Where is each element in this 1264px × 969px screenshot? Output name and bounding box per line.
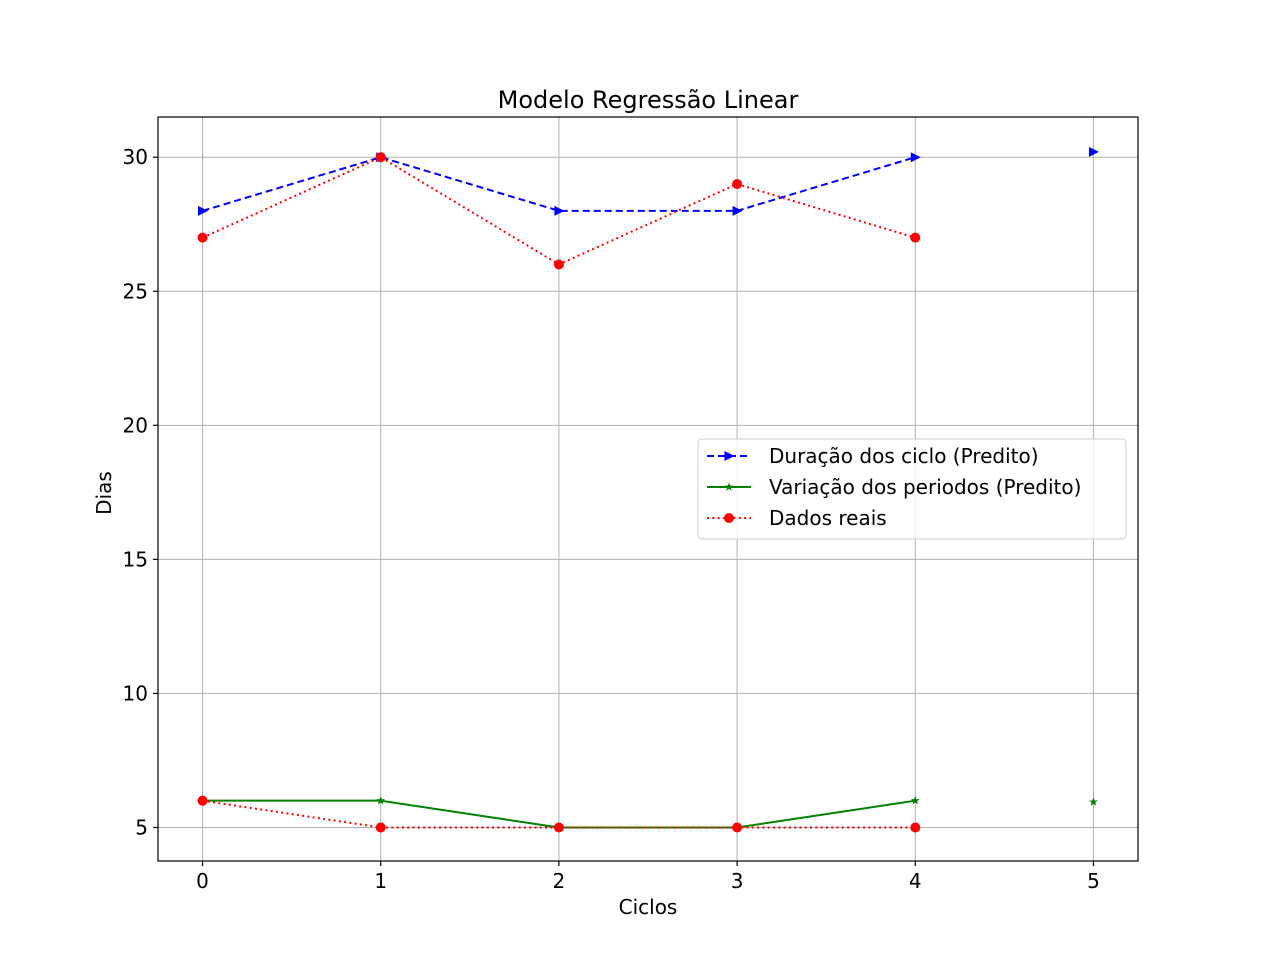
y-tick-label: 20	[123, 413, 148, 437]
y-tick-label: 10	[123, 681, 148, 705]
data-point	[1089, 797, 1098, 806]
legend: Duração dos ciclo (Predito) Variação dos …	[697, 438, 1127, 540]
data-point	[375, 152, 386, 163]
legend-label: Variação dos periodos (Predito)	[769, 475, 1081, 499]
data-point	[1088, 146, 1099, 157]
data-point	[553, 259, 564, 270]
data-point	[910, 822, 921, 833]
data-point	[732, 179, 743, 190]
legend-label: Duração dos ciclo (Predito)	[769, 444, 1039, 468]
data-point	[910, 232, 921, 243]
x-axis-ticks: 0 1 2 3 4 5	[196, 861, 1100, 893]
x-tick-label: 5	[1087, 869, 1100, 893]
data-point	[910, 796, 920, 805]
data-point	[197, 795, 208, 806]
y-tick-label: 15	[123, 547, 148, 571]
y-tick-label: 25	[123, 279, 148, 303]
plot-area-frame	[157, 116, 1139, 862]
legend-label: Dados reais	[769, 506, 887, 530]
x-tick-label: 3	[731, 869, 744, 893]
y-axis-ticks: 5 10 15 20 25 30	[123, 145, 158, 839]
y-tick-label: 5	[135, 815, 148, 839]
data-point	[198, 205, 209, 216]
data-point	[910, 152, 921, 163]
series-markers	[197, 146, 1099, 833]
data-point	[553, 822, 564, 833]
legend-box	[697, 438, 1127, 540]
legend-swatch-marker	[724, 513, 734, 523]
grid-lines	[158, 117, 1138, 861]
x-tick-label: 4	[909, 869, 922, 893]
data-point	[376, 796, 386, 805]
x-axis-label: Ciclos	[619, 895, 678, 919]
data-point	[554, 205, 565, 216]
data-point	[197, 232, 208, 243]
x-tick-label: 1	[374, 869, 387, 893]
chart-title: Modelo Regressão Linear	[498, 86, 799, 114]
data-point	[732, 205, 743, 216]
legend-swatch-marker	[724, 482, 734, 491]
y-tick-label: 30	[123, 145, 148, 169]
x-tick-label: 2	[553, 869, 566, 893]
data-point	[375, 822, 386, 833]
x-tick-label: 0	[196, 869, 209, 893]
y-axis-label: Dias	[92, 471, 116, 515]
data-point	[732, 822, 743, 833]
legend-swatch-marker	[724, 451, 735, 461]
series-line-0	[202, 156, 916, 212]
